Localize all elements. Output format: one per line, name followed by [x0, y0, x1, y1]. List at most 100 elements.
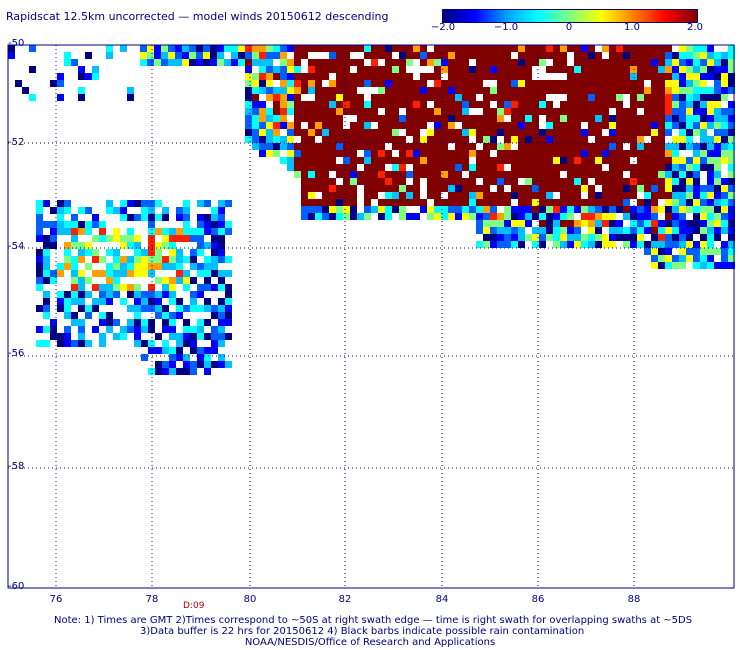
wind-cell — [455, 108, 462, 115]
wind-cell — [211, 207, 218, 214]
wind-cell — [294, 80, 301, 87]
wind-cell — [679, 199, 686, 206]
wind-cell — [476, 115, 483, 122]
wind-cell — [308, 108, 315, 115]
wind-cell — [190, 347, 197, 354]
wind-cell — [225, 305, 232, 312]
wind-cell — [462, 192, 469, 199]
wind-cell — [595, 115, 602, 122]
wind-cell — [651, 164, 658, 171]
wind-cell — [441, 157, 448, 164]
wind-cell — [602, 45, 609, 52]
wind-cell — [511, 101, 518, 108]
wind-cell — [78, 340, 85, 347]
wind-cell — [728, 136, 735, 143]
wind-cell — [511, 87, 518, 94]
wind-cell — [476, 157, 483, 164]
wind-cell — [43, 298, 50, 305]
wind-cell — [616, 94, 623, 101]
wind-cell — [134, 326, 141, 333]
wind-cell — [162, 256, 169, 263]
wind-cell — [364, 108, 371, 115]
wind-cell — [36, 326, 43, 333]
wind-cell — [525, 136, 532, 143]
wind-cell — [609, 101, 616, 108]
wind-cell — [350, 164, 357, 171]
wind-cell — [106, 249, 113, 256]
wind-cell — [43, 312, 50, 319]
wind-cell — [357, 80, 364, 87]
wind-cell — [560, 178, 567, 185]
wind-cell — [78, 256, 85, 263]
wind-cell — [308, 178, 315, 185]
wind-cell — [259, 59, 266, 66]
wind-cell — [504, 129, 511, 136]
wind-cell — [532, 171, 539, 178]
wind-cell — [218, 361, 225, 368]
wind-cell — [322, 87, 329, 94]
wind-cell — [204, 305, 211, 312]
wind-cell — [259, 87, 266, 94]
wind-cell — [99, 256, 106, 263]
wind-cell — [707, 248, 714, 255]
wind-cell — [434, 59, 441, 66]
wind-cell — [148, 249, 155, 256]
wind-cell — [658, 262, 665, 269]
wind-cell — [672, 66, 679, 73]
wind-cell — [700, 157, 707, 164]
wind-cell — [546, 192, 553, 199]
wind-cell — [567, 94, 574, 101]
wind-cell — [672, 52, 679, 59]
wind-cell — [427, 178, 434, 185]
wind-cell — [581, 171, 588, 178]
wind-cell — [406, 185, 413, 192]
wind-cell — [176, 235, 183, 242]
wind-cell — [315, 185, 322, 192]
wind-cell — [385, 192, 392, 199]
wind-cell — [287, 157, 294, 164]
wind-cell — [504, 80, 511, 87]
wind-cell — [120, 298, 127, 305]
wind-cell — [78, 298, 85, 305]
wind-cell — [539, 192, 546, 199]
wind-cell — [602, 192, 609, 199]
wind-cell — [197, 326, 204, 333]
wind-cell — [127, 87, 134, 94]
wind-cell — [539, 206, 546, 213]
wind-cell — [616, 150, 623, 157]
wind-cell — [672, 234, 679, 241]
wind-cell — [721, 199, 728, 206]
wind-cell — [364, 185, 371, 192]
wind-cell — [434, 136, 441, 143]
wind-cell — [714, 94, 721, 101]
wind-cell — [511, 234, 518, 241]
wind-cell — [504, 59, 511, 66]
wind-cell — [78, 207, 85, 214]
wind-cell — [315, 206, 322, 213]
wind-cell — [8, 45, 15, 52]
wind-cell — [651, 185, 658, 192]
wind-cell — [532, 101, 539, 108]
wind-cell — [707, 164, 714, 171]
wind-cell — [434, 143, 441, 150]
wind-cell — [616, 66, 623, 73]
wind-cell — [539, 108, 546, 115]
wind-cell — [595, 136, 602, 143]
wind-cell — [336, 59, 343, 66]
wind-cell — [630, 164, 637, 171]
wind-cell — [665, 206, 672, 213]
wind-cell — [658, 192, 665, 199]
wind-cell — [141, 340, 148, 347]
wind-cell — [176, 305, 183, 312]
wind-cell — [308, 213, 315, 220]
wind-cell — [714, 164, 721, 171]
wind-cell — [644, 178, 651, 185]
wind-cell — [651, 122, 658, 129]
wind-cell — [371, 115, 378, 122]
wind-cell — [637, 227, 644, 234]
wind-cell — [364, 192, 371, 199]
wind-cell — [665, 101, 672, 108]
wind-cell — [511, 241, 518, 248]
wind-cell — [686, 255, 693, 262]
